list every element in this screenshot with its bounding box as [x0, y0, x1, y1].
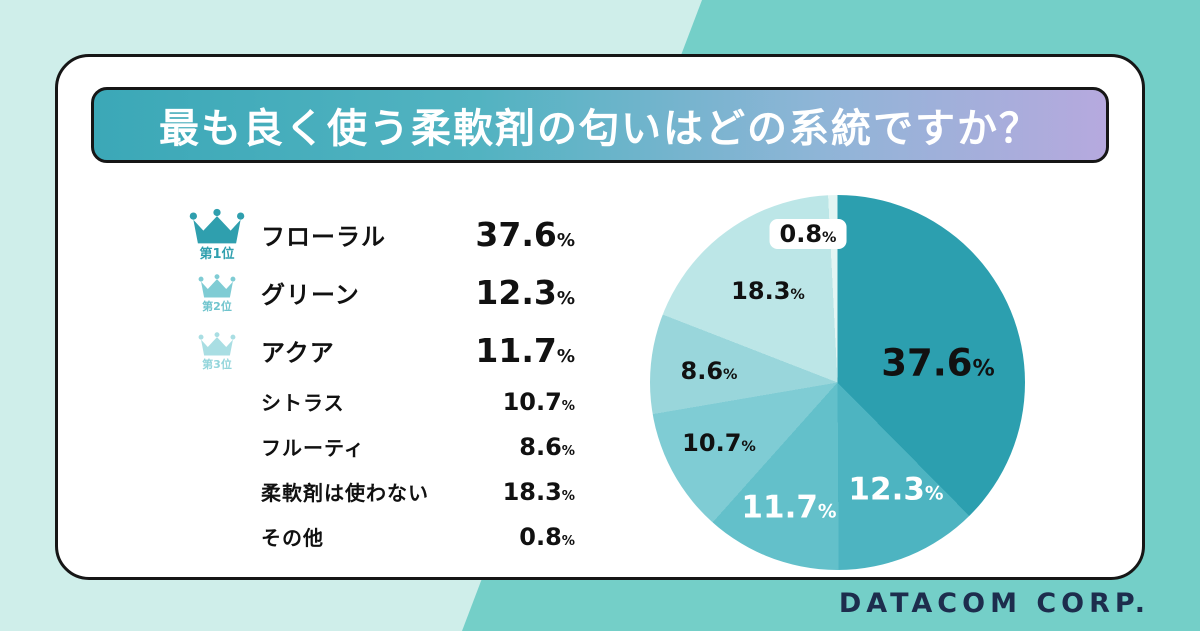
slice-unit: %: [972, 355, 995, 382]
ranking-label: フローラル: [261, 222, 386, 251]
ranking-label: グリーン: [261, 280, 360, 309]
crown-cell-2: 第2位: [173, 273, 261, 312]
crown-cell-1: 第1位: [173, 207, 261, 261]
ranking-value: 10.7%: [463, 388, 575, 416]
value-unit: %: [561, 443, 575, 459]
slice-value: 11.7: [741, 489, 818, 526]
ranking-label: フルーティ: [261, 436, 365, 460]
value-unit: %: [561, 398, 575, 414]
value-unit: %: [561, 488, 575, 504]
ranking-value: 8.6%: [463, 433, 575, 461]
value-number: 10.7: [502, 387, 562, 416]
ranking-row-1: 第1位 フローラル 37.6%: [173, 205, 575, 263]
value-number: 37.6: [475, 214, 557, 254]
value-unit: %: [556, 345, 575, 367]
slice-unit: %: [822, 230, 837, 246]
ranking-row-4: シトラス 10.7%: [173, 379, 575, 424]
rank-badge-1: 第1位: [199, 247, 235, 262]
slice-label-fruity: 8.6%: [681, 359, 738, 383]
value-number: 11.7: [475, 330, 557, 370]
crown-gold-icon: [189, 208, 245, 244]
survey-card: 最も良く使う柔軟剤の匂いはどの系統ですか？ 第1位 フローラル 37.6% 第2…: [55, 54, 1145, 580]
slice-label-other: 0.8%: [769, 219, 847, 249]
slice-unit: %: [741, 439, 756, 455]
slice-label-green: 12.3%: [848, 471, 944, 508]
crown-silver-icon: [198, 273, 236, 298]
pie-chart: [650, 195, 1025, 570]
ranking-row-6: 柔軟剤は使わない 18.3%: [173, 469, 575, 514]
slice-value: 10.7: [682, 429, 742, 457]
ranking-row-3: 第3位 アクア 11.7%: [173, 321, 575, 379]
ranking-label: 柔軟剤は使わない: [261, 481, 429, 505]
ranking-value: 18.3%: [463, 478, 575, 506]
ranking-label: その他: [261, 526, 324, 550]
value-unit: %: [561, 533, 575, 549]
ranking-row-7: その他 0.8%: [173, 514, 575, 559]
crown-cell-3: 第3位: [173, 331, 261, 370]
ranking-value: 11.7%: [463, 331, 575, 370]
value-number: 8.6: [519, 432, 562, 461]
rank-badge-2: 第2位: [202, 299, 232, 313]
ranking-list: 第1位 フローラル 37.6% 第2位 グリーン 12.3%: [173, 205, 575, 559]
value-unit: %: [556, 287, 575, 309]
ranking-value: 37.6%: [463, 215, 575, 254]
slice-value: 37.6: [881, 341, 973, 385]
ranking-row-5: フルーティ 8.6%: [173, 424, 575, 469]
crown-bronze-icon: [198, 331, 236, 356]
slice-label-no-softener: 18.3%: [731, 279, 805, 303]
slice-value: 0.8: [779, 220, 823, 248]
ranking-row-2: 第2位 グリーン 12.3%: [173, 263, 575, 321]
value-unit: %: [556, 229, 575, 251]
rank-badge-3: 第3位: [202, 357, 232, 371]
ranking-label: シトラス: [261, 391, 345, 415]
slice-value: 8.6: [680, 357, 724, 385]
company-logo-text: DATACOM CORP.: [838, 588, 1150, 619]
value-number: 18.3: [502, 477, 562, 506]
ranking-value: 12.3%: [463, 273, 575, 312]
slice-value: 18.3: [731, 277, 791, 305]
slice-unit: %: [924, 483, 944, 505]
slice-label-floral: 37.6%: [881, 345, 995, 382]
pie-chart-area: 37.6% 12.3% 11.7% 10.7% 8.6% 18.3% 0.8%: [650, 195, 1025, 570]
title-band: 最も良く使う柔軟剤の匂いはどの系統ですか？: [91, 87, 1109, 163]
slice-label-aqua: 11.7%: [741, 489, 837, 526]
slice-unit: %: [817, 501, 837, 523]
slice-value: 12.3: [848, 471, 925, 508]
slice-unit: %: [723, 367, 738, 383]
slice-label-citrus: 10.7%: [682, 431, 756, 455]
value-number: 0.8: [519, 522, 562, 551]
slice-unit: %: [790, 287, 805, 303]
value-number: 12.3: [475, 272, 557, 312]
page-title: 最も良く使う柔軟剤の匂いはどの系統ですか？: [159, 106, 1041, 152]
ranking-value: 0.8%: [463, 523, 575, 551]
ranking-label: アクア: [261, 338, 335, 367]
